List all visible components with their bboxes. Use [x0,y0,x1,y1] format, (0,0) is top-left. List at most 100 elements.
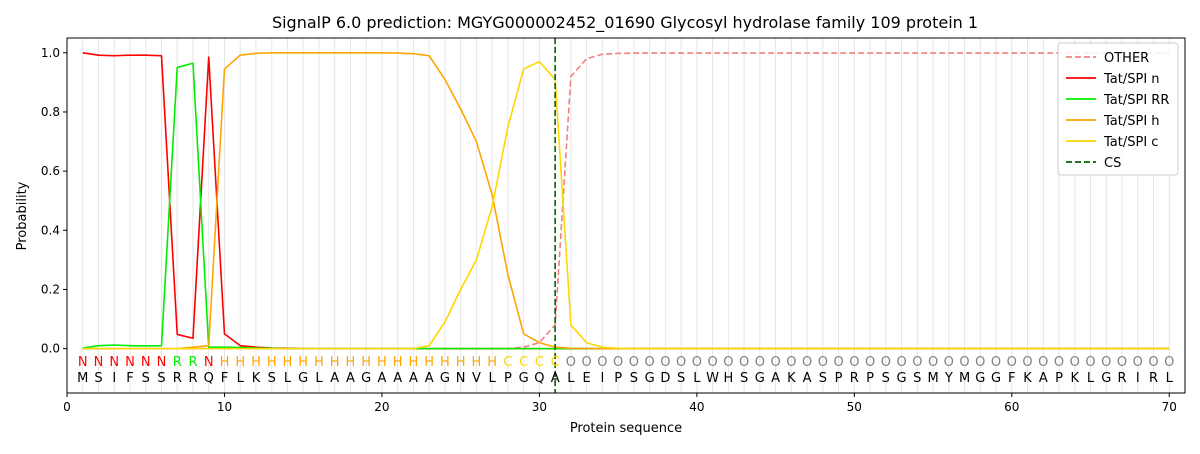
region-label: H [251,355,261,370]
region-label: O [959,355,969,370]
region-label: H [377,355,387,370]
legend-label: OTHER [1104,51,1149,66]
series-line-other [82,52,1170,350]
residue-label: L [315,371,323,386]
plot-frame [66,37,1186,394]
region-label: H [314,355,324,370]
residue-label: G [755,371,765,386]
region-label: H [220,355,230,370]
residue-label: G [897,371,907,386]
residue-label: M [77,371,88,386]
residue-label: A [346,371,355,386]
residue-label: G [298,371,308,386]
region-label: N [78,355,88,370]
region-label: H [330,355,340,370]
residue-label: I [112,371,116,386]
region-label: N [109,355,119,370]
grid-layer [82,38,1170,393]
region-label: O [597,355,607,370]
residue-label: S [882,371,890,386]
residue-label: L [489,371,497,386]
residue-label: Q [204,371,214,386]
residue-label: G [975,371,985,386]
region-label: O [723,355,733,370]
x-tick-label: 70 [1162,400,1177,414]
residue-label: P [504,371,512,386]
region-label: H [298,355,308,370]
legend-label: Tat/SPI RR [1103,93,1169,108]
residue-label: A [393,371,402,386]
residue-label: R [173,371,182,386]
series-line-tat-spi-h [82,51,1170,350]
residue-label: P [1055,371,1063,386]
x-tick-label: 20 [374,400,389,414]
residue-label: F [221,371,228,386]
y-tick-label: 0.6 [41,164,60,178]
residue-label: L [284,371,292,386]
residue-label: P [835,371,843,386]
region-label: O [881,355,891,370]
region-label: O [582,355,592,370]
x-axis-label: Protein sequence [570,421,682,436]
region-label: O [928,355,938,370]
region-label: C [519,355,528,370]
residue-label: G [440,371,450,386]
region-label: C [535,355,544,370]
residue-label: L [237,371,245,386]
region-label: O [802,355,812,370]
residue-label: R [1117,371,1126,386]
residue-label: A [330,371,339,386]
residue-label: N [456,371,466,386]
residue-label: S [677,371,685,386]
region-label: O [739,355,749,370]
residue-label: G [519,371,529,386]
residue-label: A [803,371,812,386]
region-label: O [833,355,843,370]
x-tick-label: 30 [532,400,547,414]
region-label: O [629,355,639,370]
residue-label: M [959,371,970,386]
residue-label: R [188,371,197,386]
y-axis-label: Probability [15,181,30,250]
region-label: O [1148,355,1158,370]
region-label: N [157,355,167,370]
region-label: R [188,355,197,370]
region-label: R [173,355,182,370]
residue-label: G [645,371,655,386]
region-label: N [204,355,214,370]
region-label: H [283,355,293,370]
axes-layer: 0 10 20 30 40 50 60 70 0.0 0.2 0.4 0.6 0.8 1.0 [41,46,1177,414]
y-tick-label: 0.4 [41,223,60,237]
residue-label: S [740,371,748,386]
legend-label: Tat/SPI n [1103,72,1160,87]
residue-label: W [706,371,719,386]
residue-label: G [361,371,371,386]
series-line-tat-spi-rr [82,62,1170,350]
residue-label: P [866,371,874,386]
region-label: N [125,355,135,370]
residue-label: R [850,371,859,386]
region-label: O [991,355,1001,370]
residue-label: I [600,371,604,386]
residue-label: A [377,371,386,386]
residue-label: K [252,371,261,386]
residue-label: G [991,371,1001,386]
legend-label: CS [1104,156,1121,171]
region-label: O [770,355,780,370]
region-label: N [94,355,104,370]
region-label: O [786,355,796,370]
residue-label: L [1087,371,1095,386]
residue-label: A [551,371,560,386]
residue-label: A [771,371,780,386]
region-label: O [566,355,576,370]
region-label: N [141,355,151,370]
region-label: O [676,355,686,370]
residue-label: H [723,371,733,386]
region-label: H [346,355,356,370]
region-label: O [849,355,859,370]
chart-title: SignalP 6.0 prediction: MGYG000002452_01… [272,13,978,33]
region-label: O [1085,355,1095,370]
region-label: C [503,355,512,370]
region-label: O [1133,355,1143,370]
